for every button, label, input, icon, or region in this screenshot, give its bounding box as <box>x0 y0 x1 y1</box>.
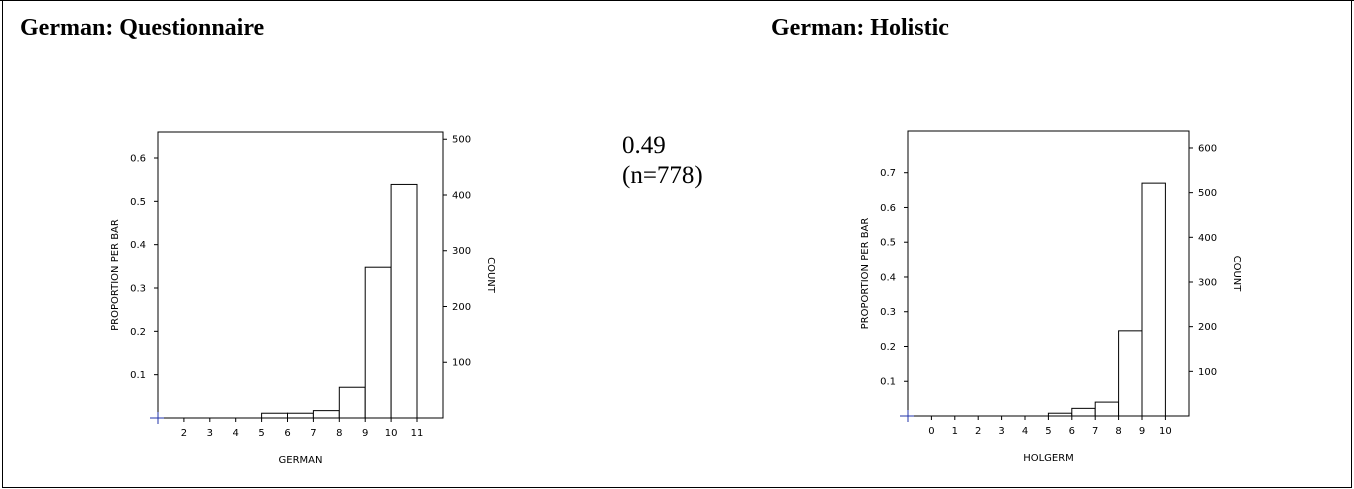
x-tick-label: 8 <box>1115 426 1121 437</box>
count-tick-label: 400 <box>452 190 471 201</box>
y-tick-label: 0.6 <box>130 154 146 165</box>
count-tick-label: 200 <box>1198 322 1217 333</box>
x-tick-label: 9 <box>1139 426 1145 437</box>
x-axis-label: GERMAN <box>279 455 323 466</box>
histogram-bar <box>1094 401 1120 417</box>
x-tick-label: 5 <box>1045 426 1051 437</box>
count-tick-label: 600 <box>1198 143 1217 154</box>
y-tick-label: 0.7 <box>880 168 896 179</box>
y-tick-label: 0.4 <box>130 240 146 251</box>
x-tick-label: 6 <box>284 428 290 439</box>
x-tick-label: 1 <box>952 426 958 437</box>
count-tick-label: 300 <box>452 246 471 257</box>
x-tick-label: 2 <box>975 426 981 437</box>
histogram-bar <box>390 183 418 419</box>
histogram-bar <box>1047 412 1073 417</box>
x-tick-label: 10 <box>385 428 398 439</box>
x-tick-label: 6 <box>1069 426 1075 437</box>
correlation-value: 0.49 <box>622 132 666 159</box>
x-tick-label: 5 <box>258 428 264 439</box>
y-axis-label: PROPORTION PER BAR <box>110 219 121 331</box>
y-tick-label: 0.5 <box>880 238 896 249</box>
x-tick-label: 3 <box>207 428 213 439</box>
count-tick-label: 100 <box>1198 367 1217 378</box>
histogram-bar <box>1141 182 1166 417</box>
x-tick-label: 4 <box>233 428 239 439</box>
count-tick-label: 300 <box>1198 277 1217 288</box>
x-tick-label: 7 <box>310 428 316 439</box>
x-tick-label: 9 <box>362 428 368 439</box>
x-tick-label: 4 <box>1022 426 1028 437</box>
histogram-bar <box>1071 407 1096 417</box>
y-tick-label: 0.1 <box>880 377 896 388</box>
count-tick-label: 500 <box>452 135 471 146</box>
x-tick-label: 3 <box>998 426 1004 437</box>
histogram-bar <box>1118 330 1143 417</box>
panel-title-questionnaire: German: Questionnaire <box>20 15 265 41</box>
y-tick-label: 0.6 <box>880 203 896 214</box>
x-tick-label: 10 <box>1159 426 1172 437</box>
histogram-bar <box>364 266 392 419</box>
y-tick-label: 0.2 <box>880 342 896 353</box>
y-tick-label: 0.3 <box>880 307 896 318</box>
x-tick-label: 0 <box>928 426 934 437</box>
x-tick-label: 8 <box>336 428 342 439</box>
count-axis-label: COUNT <box>485 257 496 294</box>
count-tick-label: 500 <box>1198 188 1217 199</box>
x-tick-label: 7 <box>1092 426 1098 437</box>
count-tick-label: 400 <box>1198 233 1217 244</box>
x-tick-label: 11 <box>411 428 424 439</box>
y-axis-label: PROPORTION PER BAR <box>860 218 871 330</box>
y-tick-label: 0.5 <box>130 197 146 208</box>
histogram-bar <box>338 386 366 419</box>
y-tick-label: 0.4 <box>880 272 896 283</box>
count-tick-label: 200 <box>452 302 471 313</box>
panel-title-holistic: German: Holistic <box>771 15 949 41</box>
x-tick-label: 2 <box>181 428 187 439</box>
count-axis-label: COUNT <box>1231 256 1242 293</box>
count-tick-label: 100 <box>452 358 471 369</box>
frame-top-border <box>0 0 1354 1</box>
x-axis-label: HOLGERM <box>1023 453 1074 464</box>
sample-size: (n=778) <box>622 162 703 189</box>
y-tick-label: 0.3 <box>130 284 146 295</box>
y-tick-label: 0.2 <box>130 327 146 338</box>
y-tick-label: 0.1 <box>130 370 146 381</box>
